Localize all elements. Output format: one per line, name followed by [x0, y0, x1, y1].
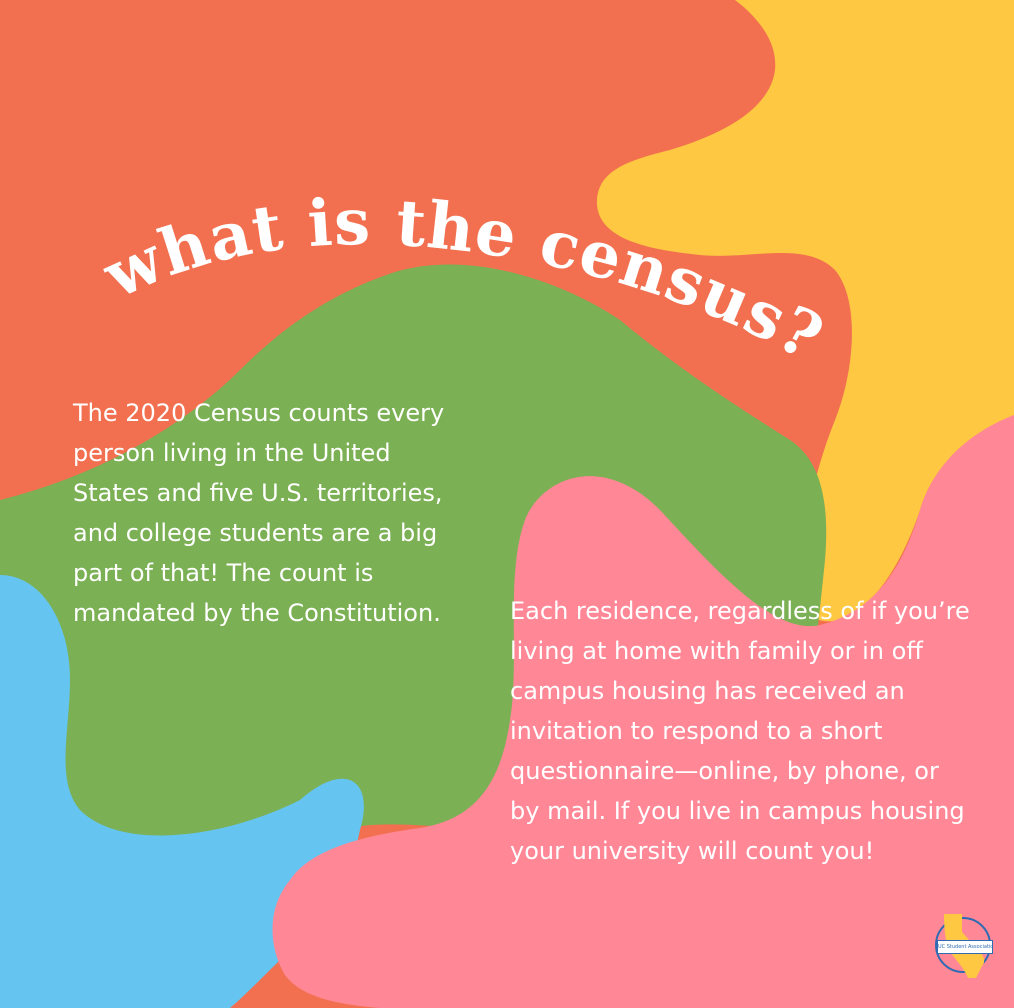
uc-student-association-logo: UC Student Association — [930, 908, 996, 982]
page-title-path: what is the census? — [92, 185, 834, 376]
logo-text: UC Student Association — [937, 940, 993, 954]
page-title: what is the census? — [92, 185, 835, 376]
pink-blob — [272, 415, 1014, 1008]
blue-blob — [0, 575, 364, 1008]
yellow-blob — [596, 0, 1014, 622]
right-paragraph: Each residence, regardless of if you’re … — [510, 597, 970, 865]
left-paragraph: The 2020 Census counts every person livi… — [73, 399, 445, 627]
